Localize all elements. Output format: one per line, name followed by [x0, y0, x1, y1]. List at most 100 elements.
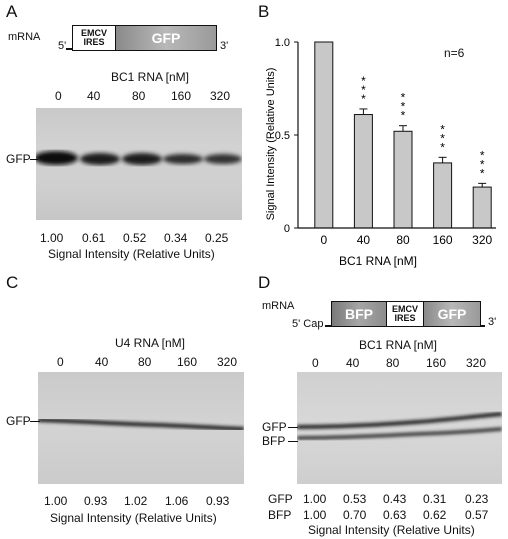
- chart-bars: ************: [314, 41, 492, 229]
- panel-c-letter: C: [6, 273, 19, 292]
- intensity-value: 0.25: [205, 231, 229, 245]
- chart-significance-star: *: [361, 92, 366, 106]
- panel-a-three-prime: 3': [220, 40, 229, 52]
- intensity-value: 1.02: [124, 494, 148, 508]
- panel-d-bfp-box: BFP: [331, 301, 387, 327]
- lane-label: 320: [466, 356, 487, 370]
- chart-significance-star: *: [401, 109, 406, 123]
- intensity-value: 1.00: [40, 231, 64, 245]
- panel-c-gel-bands: [38, 418, 244, 431]
- panel-d-gfp-box: GFP: [423, 301, 481, 327]
- panel-a-title: BC1 RNA [nM]: [110, 70, 190, 84]
- panel-d-letter: D: [258, 273, 271, 292]
- panel-a-ires-line2: IRES: [83, 37, 105, 47]
- chart-significance-star: *: [401, 100, 406, 114]
- chart-significance-star: *: [480, 166, 485, 180]
- panel-d-caption: Signal Intensity (Relative Units): [308, 523, 475, 537]
- panel-d-gfp-tick: [288, 427, 298, 428]
- panel-d-lane-labels: 0 40 80 160 320: [312, 356, 508, 370]
- panel-b-n-label: n=6: [444, 46, 465, 60]
- intensity-value: 1.00: [303, 508, 327, 522]
- lane-label: 40: [87, 89, 101, 103]
- panel-d-ires-line2: IRES: [394, 313, 416, 323]
- chart-x-tick-label: 320: [472, 233, 492, 247]
- chart-significance-star: *: [480, 157, 485, 171]
- chart-bar: [472, 186, 492, 229]
- panel-a-gel-bands: [36, 151, 242, 165]
- intensity-value: 0.53: [343, 492, 367, 506]
- panel-d-cap-label: 5' Cap: [292, 318, 324, 330]
- intensity-value: 0.63: [383, 508, 407, 522]
- panel-d-ires-line1: EMCV: [391, 304, 418, 314]
- gel-band: [163, 154, 203, 164]
- lane-label: 160: [426, 356, 447, 370]
- panel-d-mrna-label: mRNA: [262, 300, 295, 312]
- panel-a-caption: Signal Intensity (Relative Units): [48, 247, 215, 261]
- intensity-value: 0.52: [123, 231, 147, 245]
- chart-ylabel: Signal Intensity (Relative Units): [265, 68, 277, 221]
- panel-c-title: U4 RNA [nM]: [114, 336, 186, 350]
- intensity-value: 0.93: [84, 494, 108, 508]
- panel-b-letter: B: [258, 2, 270, 21]
- lane-label: 0: [57, 355, 64, 369]
- panel-c-band-label: GFP: [6, 414, 31, 428]
- panel-a-gfp-box: GFP: [115, 25, 217, 51]
- intensity-value: 0.57: [465, 508, 489, 522]
- panel-d-bfp-tick: [288, 441, 298, 442]
- panel-a-gel: [36, 108, 242, 220]
- gel-band: [122, 153, 162, 165]
- panel-d-values-bfp: 1.00 0.70 0.63 0.62 0.57: [303, 508, 503, 522]
- intensity-value: 0.43: [383, 492, 407, 506]
- panel-b-chart: Signal Intensity (Relative Units) ******…: [265, 37, 496, 268]
- chart-bar: [314, 41, 334, 229]
- chart-bar: [433, 162, 453, 229]
- panel-c-gel: [38, 372, 244, 484]
- panel-a-ires-line1: EMCV: [80, 28, 107, 38]
- chart-xlabel: BC1 RNA [nM]: [339, 254, 417, 268]
- panel-d-row-gfp-label: GFP: [268, 492, 293, 506]
- chart-bar: [353, 114, 373, 229]
- lane-label: 80: [386, 356, 400, 370]
- chart-x-tick-label: 80: [396, 233, 410, 247]
- chart-significance-star: *: [401, 91, 406, 105]
- intensity-value: 0.34: [164, 231, 188, 245]
- panel-d-band-label-gfp: GFP: [262, 420, 287, 434]
- panel-d-ires-box: EMCV IRES: [386, 301, 424, 327]
- panel-d-gel-bands: [297, 412, 502, 440]
- chart-ticks: 0 0.5 1.0 0 40 80 160 320: [275, 37, 496, 247]
- lane-label: 40: [95, 355, 109, 369]
- lane-label: 80: [132, 89, 146, 103]
- lane-label: 0: [312, 356, 319, 370]
- chart-significance-star: *: [440, 122, 445, 136]
- gel-band: [204, 154, 242, 164]
- panel-a-band-tick: [30, 159, 38, 160]
- lane-label: 80: [138, 355, 152, 369]
- chart-bar: [393, 130, 413, 229]
- panel-d-band-label-bfp: BFP: [262, 434, 286, 448]
- chart-significance-star: *: [361, 74, 366, 88]
- chart-y-tick-label: 1.0: [275, 37, 290, 49]
- gel-band: [38, 418, 244, 431]
- chart-significance-star: *: [440, 140, 445, 154]
- intensity-value: 1.06: [165, 494, 189, 508]
- panel-d-title: BC1 RNA [nM]: [358, 338, 438, 352]
- panel-a-values: 1.00 0.61 0.52 0.34 0.25: [40, 231, 260, 245]
- panel-c-band-tick: [30, 421, 40, 422]
- lane-label: 40: [346, 356, 360, 370]
- chart-significance-star: *: [361, 83, 366, 97]
- chart-x-tick-label: 160: [433, 233, 453, 247]
- intensity-value: 1.00: [44, 494, 68, 508]
- lane-label: 320: [217, 355, 238, 369]
- chart-y-tick-label: 0: [284, 223, 290, 235]
- panel-a-mrna-label: mRNA: [8, 31, 41, 43]
- panel-a-ires-box: EMCV IRES: [72, 25, 116, 51]
- panel-d-values-gfp: 1.00 0.53 0.43 0.31 0.23: [303, 492, 503, 506]
- lane-label: 160: [177, 355, 198, 369]
- lane-label: 160: [171, 89, 192, 103]
- lane-label: 0: [55, 89, 62, 103]
- panel-a-five-prime: 5': [58, 40, 67, 52]
- intensity-value: 0.31: [423, 492, 447, 506]
- intensity-value: 0.70: [343, 508, 367, 522]
- chart-x-tick-label: 0: [320, 233, 327, 247]
- panel-a-band-label: GFP: [6, 152, 31, 166]
